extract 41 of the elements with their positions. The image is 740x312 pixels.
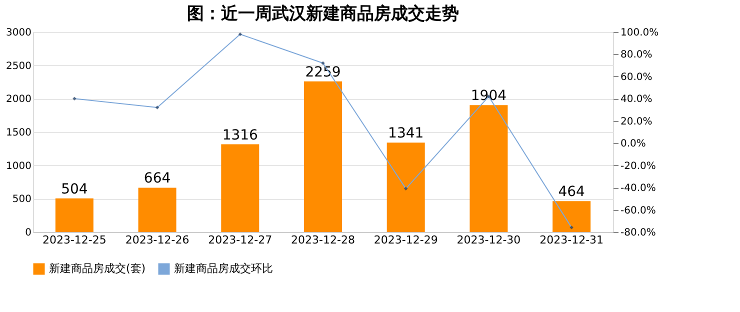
bar [386, 142, 425, 232]
y-tick-label: 500 [12, 194, 32, 206]
y-tick-label: 0 [25, 228, 32, 238]
x-tick-label: 2023-12-27 [208, 234, 272, 246]
data-label: 504 [61, 181, 88, 198]
x-tick-label: 2023-12-28 [291, 234, 355, 246]
y2-tick-label: -40.0% [620, 183, 656, 194]
y2-tick-label: 100.0% [620, 28, 659, 38]
y-tick-label: 1500 [6, 128, 32, 138]
y2-tick-label: -80.0% [620, 228, 656, 238]
bar [221, 144, 260, 232]
x-tick-label: 2023-12-30 [456, 234, 521, 246]
y2-tick-label: 40.0% [620, 94, 652, 106]
data-label: 464 [558, 184, 586, 200]
bar [55, 198, 94, 232]
legend-label: 新建商品房成交(套) [49, 262, 146, 275]
x-tick-label: 2023-12-25 [42, 234, 106, 246]
x-tick-label: 2023-12-26 [125, 234, 190, 246]
y2-tick-label: 80.0% [620, 50, 652, 61]
bar [138, 188, 176, 232]
y-tick-label: 3000 [6, 28, 32, 38]
data-label: 664 [144, 170, 171, 187]
x-tick-label: 2023-12-31 [540, 234, 604, 246]
y2-tick-label: -60.0% [620, 205, 656, 216]
data-label: 2259 [305, 64, 341, 80]
y2-tick-label: -20.0% [620, 160, 656, 172]
y-tick-label: 2500 [6, 60, 32, 72]
data-label: 1341 [388, 126, 424, 142]
y2-tick-label: 60.0% [620, 72, 652, 83]
bar [304, 81, 342, 232]
legend-label: 新建商品房成交环比 [174, 262, 273, 275]
y2-tick-label: 0.0% [620, 138, 646, 150]
y-tick-label: 2000 [6, 94, 32, 106]
data-label: 1316 [222, 127, 258, 144]
y2-tick-label: 20.0% [620, 116, 652, 128]
y-tick-label: 1000 [6, 160, 32, 172]
x-tick-label: 2023-12-29 [374, 234, 438, 246]
bar [552, 201, 591, 232]
chart-title: 图：近一周武汉新建商品房成交走势 [187, 4, 459, 24]
bar [470, 105, 508, 232]
data-label: 1904 [470, 88, 507, 104]
